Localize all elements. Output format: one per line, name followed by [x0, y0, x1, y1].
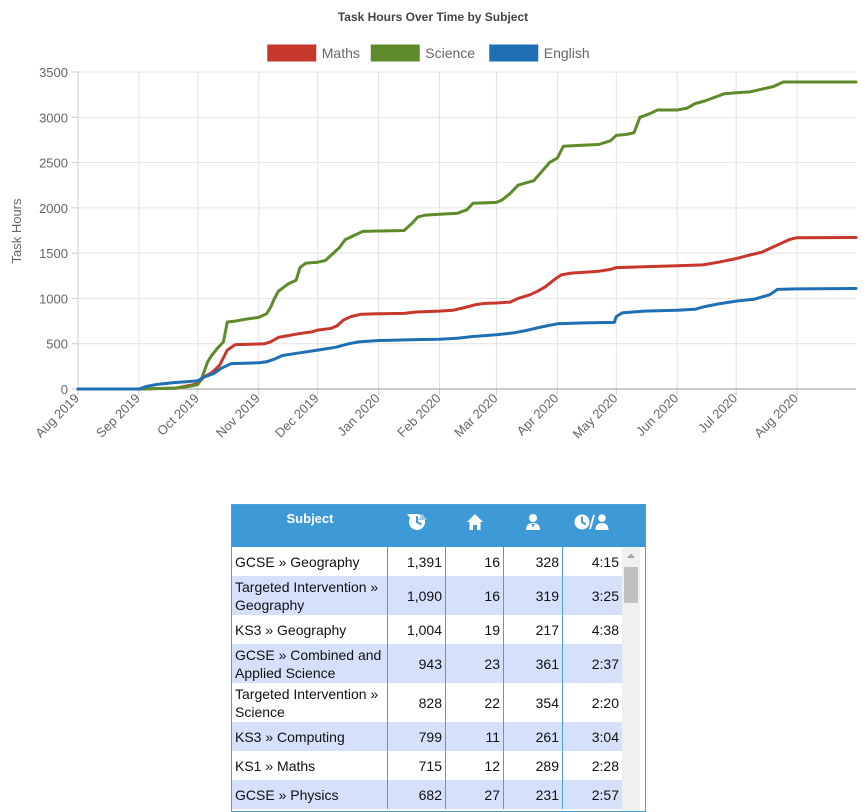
cell-hours: 828	[388, 683, 446, 722]
y-tick-label: 1500	[39, 246, 68, 261]
cell-users: 261	[504, 722, 563, 751]
cell-users: 289	[504, 751, 563, 780]
series-line-english	[76, 287, 858, 391]
cell-subject: KS3 » Computing	[232, 722, 388, 751]
sort-descending-icon[interactable]	[406, 513, 428, 521]
column-header-homes[interactable]	[446, 505, 504, 547]
legend-swatch-english	[489, 44, 539, 62]
cell-homes: 19	[446, 615, 504, 644]
chart-title: Task Hours Over Time by Subject	[338, 10, 528, 24]
cell-homes: 16	[446, 547, 504, 576]
x-tick-label: Feb 2020	[394, 391, 443, 440]
series-line-science	[76, 80, 858, 391]
legend-label-english: English	[544, 45, 590, 61]
y-axis-label: Task Hours	[9, 198, 24, 264]
legend-label-science: Science	[425, 45, 475, 61]
table-row[interactable]: GCSE » Geography 1,391 16 328 4:15	[232, 547, 622, 576]
cell-homes: 12	[446, 751, 504, 780]
table-row[interactable]: KS3 » Geography 1,004 19 217 4:38	[232, 615, 622, 644]
table-scrollbar[interactable]	[622, 547, 640, 811]
cell-hours: 1,004	[388, 615, 446, 644]
series-line-maths	[76, 236, 858, 391]
x-tick-label: Jul 2020	[695, 391, 740, 436]
cell-hours: 1,391	[388, 547, 446, 576]
cell-hours: 799	[388, 722, 446, 751]
table-row[interactable]: Targeted Intervention » Geography 1,090 16…	[232, 576, 622, 615]
x-tick-label: Jun 2020	[633, 391, 681, 439]
table-row[interactable]: Targeted Intervention » Science 828 22 354 2…	[232, 683, 622, 722]
legend-swatch-science	[370, 44, 420, 62]
cell-homes: 23	[446, 644, 504, 683]
cell-hours-per-user: 4:38	[591, 621, 619, 638]
cell-subject: GCSE » Geography	[232, 547, 388, 576]
table-row[interactable]: GCSE » Combined and Applied Science 943 23…	[232, 644, 622, 683]
cell-hours-per-user: 2:37	[591, 655, 619, 672]
cell-subject: Targeted Intervention » Science	[232, 683, 388, 722]
y-tick-label: 1000	[39, 291, 68, 306]
table-row[interactable]: KS3 » Computing 799 11 261 3:04	[232, 722, 622, 751]
cell-users: 361	[504, 644, 563, 683]
cell-homes: 27	[446, 780, 504, 809]
column-header-hours[interactable]	[388, 505, 446, 547]
table-row[interactable]: GCSE » Physics 682 27 231 2:57	[232, 780, 622, 809]
scroll-up-arrow-icon[interactable]	[622, 547, 640, 565]
column-header-users[interactable]	[504, 505, 562, 547]
line-chart: Task Hours Over Time by Subject Maths Scie…	[9, 10, 858, 442]
cell-hours: 1,090	[388, 576, 446, 615]
x-tick-label: Apr 2020	[514, 391, 562, 439]
cell-users: 217	[504, 615, 563, 644]
x-tick-label: Dec 2019	[272, 391, 322, 441]
cell-subject: KS1 » Maths	[232, 751, 388, 780]
cell-hours-per-user: 3:04	[591, 728, 619, 745]
y-tick-label: 3500	[39, 65, 68, 80]
x-tick-label: Aug 2020	[751, 391, 801, 441]
column-header-subject[interactable]: Subject	[286, 511, 334, 526]
cell-users: 231	[504, 780, 563, 809]
y-tick-label: 2000	[39, 201, 68, 216]
x-tick-label: Nov 2019	[213, 391, 263, 441]
subject-table: Subject	[231, 504, 646, 812]
user-icon	[526, 514, 540, 530]
x-tick-label: Jan 2020	[334, 391, 382, 439]
cell-hours: 715	[388, 751, 446, 780]
scrollbar-thumb[interactable]	[624, 567, 638, 603]
y-tick-label: 500	[46, 337, 68, 352]
y-tick-label: 0	[61, 382, 68, 397]
cell-subject: KS3 » Geography	[232, 615, 388, 644]
home-icon	[467, 514, 483, 530]
cell-homes: 11	[446, 722, 504, 751]
column-header-hours-per-user[interactable]	[563, 505, 621, 547]
table-row[interactable]: KS1 » Maths 715 12 289 2:28	[232, 751, 622, 780]
clock-per-user-icon	[574, 514, 609, 530]
y-tick-label: 3000	[39, 110, 68, 125]
legend-swatch-maths	[267, 44, 317, 62]
cell-homes: 22	[446, 683, 504, 722]
cell-hours: 682	[388, 780, 446, 809]
x-tick-label: Aug 2019	[32, 391, 82, 441]
y-tick-label: 2500	[39, 156, 68, 171]
cell-hours-per-user: 4:15	[591, 553, 619, 570]
legend-label-maths: Maths	[322, 45, 360, 61]
cell-hours-per-user: 2:20	[591, 694, 619, 711]
cell-hours: 943	[388, 644, 446, 683]
table-header: Subject	[232, 505, 645, 547]
cell-users: 328	[504, 547, 563, 576]
x-tick-label: May 2020	[569, 391, 620, 442]
cell-hours-per-user: 2:57	[591, 786, 619, 803]
cell-hours-per-user: 2:28	[591, 757, 619, 774]
x-tick-label: Sep 2019	[93, 391, 143, 441]
cell-users: 319	[504, 576, 563, 615]
cell-subject: GCSE » Combined and Applied Science	[232, 644, 388, 683]
cell-subject: Targeted Intervention » Geography	[232, 576, 388, 615]
cell-homes: 16	[446, 576, 504, 615]
cell-subject: GCSE » Physics	[232, 780, 388, 809]
cell-hours-per-user: 3:25	[591, 587, 619, 604]
x-tick-label: Oct 2019	[154, 391, 202, 439]
x-tick-label: Mar 2020	[451, 391, 500, 440]
cell-users: 354	[504, 683, 563, 722]
